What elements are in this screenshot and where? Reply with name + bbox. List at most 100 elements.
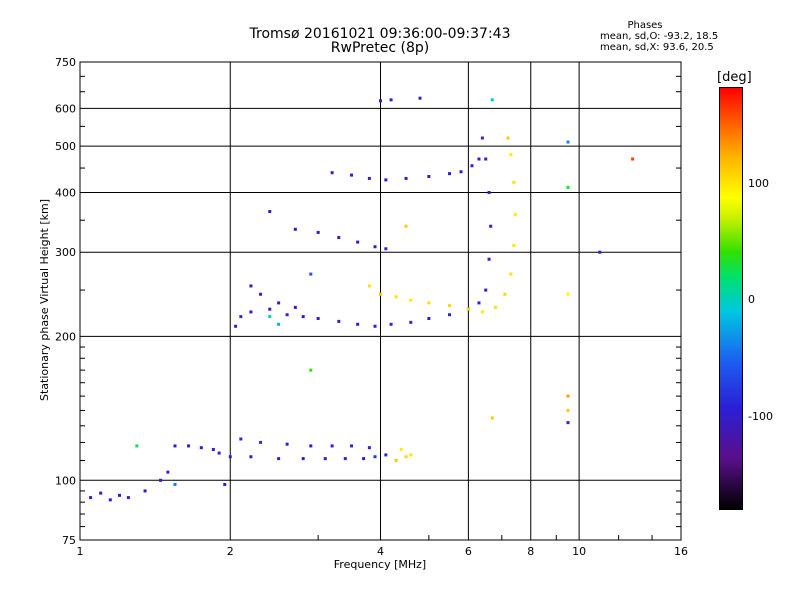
grid-lines: [80, 62, 681, 540]
data-point: [337, 319, 341, 323]
data-point: [350, 444, 354, 448]
data-point: [249, 284, 253, 288]
data-point: [187, 444, 191, 448]
data-point: [466, 307, 470, 311]
data-point: [223, 482, 227, 486]
data-point: [477, 157, 481, 161]
data-point: [118, 493, 122, 497]
data-point: [566, 292, 570, 296]
x-tick-labels: 1 2 4 6 8 10 16: [77, 545, 689, 558]
data-point: [389, 322, 393, 326]
data-point: [566, 408, 570, 412]
data-point: [293, 305, 297, 309]
data-point: [487, 190, 491, 194]
data-point: [512, 180, 516, 184]
data-point: [513, 212, 517, 216]
data-point: [301, 315, 305, 319]
data-point: [367, 446, 371, 450]
data-point: [330, 171, 334, 175]
data-point: [494, 305, 498, 309]
data-point: [448, 172, 452, 176]
data-points: [89, 96, 635, 502]
data-point: [394, 295, 398, 299]
data-point: [173, 482, 177, 486]
colorbar: [719, 87, 743, 510]
y-tick-label: 100: [55, 474, 76, 487]
data-point: [490, 98, 494, 102]
data-point: [211, 447, 215, 451]
data-point: [268, 307, 272, 311]
y-tick-label: 600: [55, 102, 76, 115]
data-point: [234, 324, 238, 328]
data-point: [389, 98, 393, 102]
data-point: [373, 455, 377, 459]
data-point: [503, 292, 507, 296]
data-point: [409, 453, 413, 457]
data-point: [309, 272, 313, 276]
data-point: [509, 153, 513, 157]
data-point: [373, 324, 377, 328]
data-point: [409, 320, 413, 324]
data-point: [404, 224, 408, 228]
data-point: [330, 444, 334, 448]
data-point: [484, 288, 488, 292]
phases-x-line: mean, sd,X: 93.6, 20.5: [600, 42, 714, 53]
phases-o-line: mean, sd,O: -93.2, 18.5: [600, 31, 719, 42]
data-point: [323, 457, 327, 461]
data-point: [480, 136, 484, 140]
data-point: [166, 470, 170, 474]
y-tick-label: 200: [55, 330, 76, 343]
y-tick-label: 500: [55, 140, 76, 153]
data-point: [356, 240, 360, 244]
data-point: [126, 496, 130, 500]
data-point: [477, 301, 481, 305]
data-point: [367, 284, 371, 288]
x-tick-label: 2: [227, 545, 234, 558]
colorbar-label-0: 0: [748, 293, 755, 306]
data-point: [404, 455, 408, 459]
x-tick-label: 1: [77, 545, 84, 558]
data-point: [490, 416, 494, 420]
data-point: [309, 444, 313, 448]
colorbar-label-minus-100: -100: [748, 410, 773, 423]
data-point: [239, 437, 243, 441]
colorbar-title: [deg]: [717, 70, 752, 85]
data-point: [427, 301, 431, 305]
data-point: [384, 453, 388, 457]
data-point: [598, 250, 602, 254]
y-tick-label: 75: [62, 534, 76, 547]
data-point: [506, 136, 510, 140]
x-tick-label: 6: [465, 545, 472, 558]
data-point: [384, 247, 388, 251]
chart-title: Tromsø 20161021 09:36:00-09:37:43: [249, 26, 511, 42]
data-point: [484, 157, 488, 161]
data-point: [228, 455, 232, 459]
data-point: [356, 322, 360, 326]
data-point: [379, 292, 382, 296]
data-point: [301, 457, 305, 461]
data-point: [459, 170, 463, 174]
data-point: [409, 298, 413, 302]
data-point: [277, 301, 281, 305]
data-point: [173, 444, 177, 448]
y-tick-labels: 75 100 200 300 400 500 600 750: [55, 56, 76, 547]
x-tick-label: 4: [377, 545, 384, 558]
data-point: [448, 304, 452, 308]
data-point: [309, 368, 313, 372]
data-point: [367, 176, 371, 180]
data-point: [373, 245, 377, 249]
data-point: [470, 164, 474, 168]
colorbar-label-100: 100: [748, 177, 769, 190]
data-point: [480, 310, 484, 314]
data-point: [566, 394, 570, 398]
data-point: [404, 176, 408, 180]
data-point: [268, 315, 272, 319]
data-point: [316, 230, 320, 234]
phases-heading: Phases: [627, 20, 663, 31]
data-point: [427, 316, 431, 320]
chart-subtitle: RwPretec (8p): [330, 40, 430, 56]
data-point: [337, 236, 341, 240]
data-point: [448, 313, 452, 317]
data-point: [268, 210, 272, 214]
data-point: [362, 457, 366, 461]
